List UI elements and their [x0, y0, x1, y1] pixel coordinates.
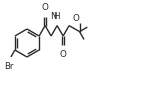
Text: H: H [53, 12, 59, 21]
Text: Br: Br [4, 62, 14, 71]
Text: O: O [60, 49, 66, 58]
Text: O: O [42, 3, 49, 12]
Text: O: O [72, 14, 79, 23]
Text: N: N [50, 12, 56, 21]
